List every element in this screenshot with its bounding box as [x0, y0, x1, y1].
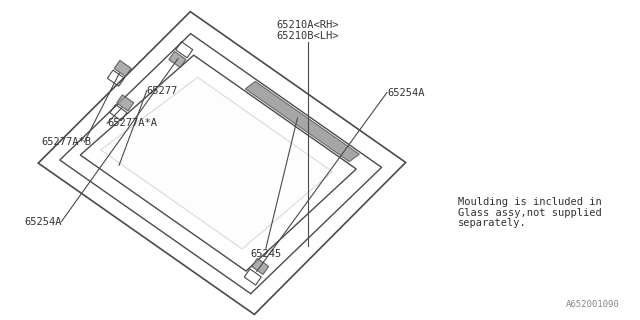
Polygon shape — [245, 81, 359, 162]
Polygon shape — [169, 52, 186, 68]
Text: Glass assy,not supplied: Glass assy,not supplied — [458, 208, 602, 218]
Text: 65245: 65245 — [250, 249, 282, 259]
Polygon shape — [114, 60, 131, 76]
Text: 65210A<RH>: 65210A<RH> — [276, 20, 339, 30]
Text: 65277A*B: 65277A*B — [42, 137, 92, 147]
Text: 65277: 65277 — [147, 85, 178, 96]
Text: 65277A*A: 65277A*A — [107, 118, 157, 128]
Text: Moulding is included in: Moulding is included in — [458, 197, 602, 207]
Text: 65254A: 65254A — [387, 88, 424, 98]
Text: 65254A: 65254A — [24, 217, 61, 227]
Text: A652001090: A652001090 — [566, 300, 620, 309]
Text: 65210B<LH>: 65210B<LH> — [276, 31, 339, 41]
Polygon shape — [100, 77, 333, 249]
Text: separately.: separately. — [458, 219, 527, 228]
Polygon shape — [116, 95, 134, 111]
Polygon shape — [252, 258, 269, 275]
